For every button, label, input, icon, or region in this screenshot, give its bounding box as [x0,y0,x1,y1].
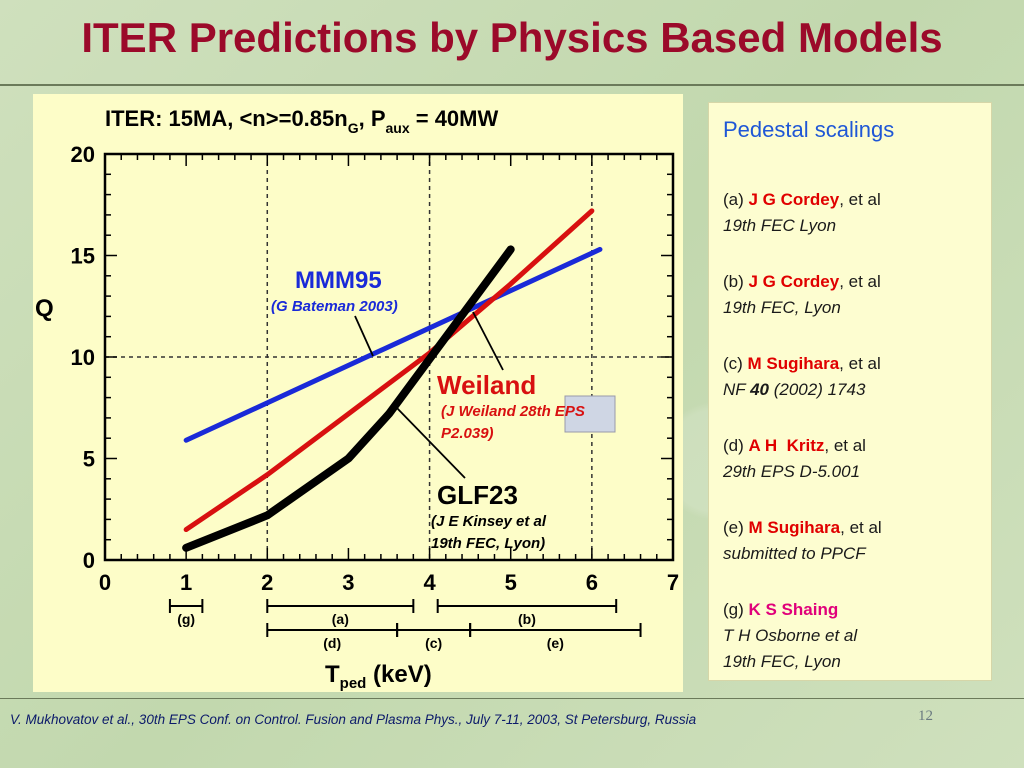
series-line-glf23 [182,245,515,552]
source-journal: NF [723,380,751,399]
reference-source: T H Osborne et al [723,626,858,645]
reference-suffix: , et al [839,190,881,209]
page-number: 12 [918,708,933,724]
reference-c: (c) M Sugihara, et al NF 40 (2002) 1743 [723,351,881,403]
citation-footer: V. Mukhovatov et al., 30th EPS Conf. on … [10,712,697,727]
range-label: (d) [323,635,341,651]
x-tick-label: 0 [99,570,111,595]
annotation-mmm95-label: MMM95 [295,267,382,294]
x-tick-label: 4 [423,570,436,595]
reference-source: 19th FEC, Lyon [723,298,841,317]
reference-tag: (g) [723,600,749,619]
x-tick-label: 1 [180,570,192,595]
reference-source: NF 40 (2002) 1743 [723,380,865,399]
annotation-weiland-note2: P2.039) [441,425,494,442]
annotations: MMM95 (G Bateman 2003) Weiland (J Weiland 2… [271,267,616,552]
reference-author: J G Cordey [748,190,840,209]
reference-tag: (c) [723,354,748,373]
references-heading: Pedestal scalings [723,117,895,142]
reference-b: (b) J G Cordey, et al 19th FEC, Lyon [723,269,881,321]
x-tick-label: 5 [505,570,517,595]
leader-line-glf23 [394,405,466,479]
leader-line-weiland [472,311,504,371]
x-tick-label: 2 [261,570,273,595]
title-divider [0,84,1024,86]
annotation-glf23-note2: 19th FEC, Lyon) [431,535,545,552]
chart-panel: 0 1 2 3 4 5 6 7 0 5 10 15 20 MMM95 (G Bateman 2003) We… [33,94,683,692]
range-label: (b) [518,611,536,627]
annotation-mmm95-note: (G Bateman 2003) [271,298,398,315]
source-pages: (2002) 1743 [769,380,866,399]
range-label: (g) [177,611,195,627]
axes-frame [103,152,675,562]
x-tick-label: 3 [342,570,354,595]
y-tick-label: 10 [71,345,95,370]
reference-suffix: , et al [824,436,866,455]
annotation-glf23-label: GLF23 [437,480,518,510]
reference-tag: (b) [723,272,749,291]
reference-source-2: 19th FEC, Lyon [723,652,841,671]
reference-g: (g) K S Shaing T H Osborne et al 19th FE… [723,597,857,675]
leader-line-mmm95 [354,315,374,357]
tick-labels: 0 1 2 3 4 5 6 7 0 5 10 15 20 [71,142,680,595]
x-axis-label: Tped (keV) [325,661,432,692]
series-line-mmm95 [183,246,603,443]
range-label: (a) [332,611,349,627]
y-axis-label: Q [35,295,54,322]
reference-suffix: , et al [839,354,881,373]
references-panel: Pedestal scalings (a) J G Cordey, et al … [708,102,992,681]
reference-d: (d) A H Kritz, et al 29th EPS D-5.001 [723,433,866,485]
y-tick-label: 20 [71,142,95,167]
reference-author: J G Cordey [748,272,840,291]
range-label: (e) [547,635,564,651]
series-lines [182,208,603,552]
reference-suffix: , et al [840,518,882,537]
reference-author: K S Shaing [748,600,839,619]
reference-lines [105,154,673,560]
x-tick-label: 6 [586,570,598,595]
reference-author: M Sugihara [747,354,840,373]
reference-tag: (d) [723,436,749,455]
weiland-patch [564,395,616,433]
footer-divider [0,698,1024,699]
pedestal-ranges: (g) (a) (b) (d) (c) (e) [168,599,642,651]
annotation-weiland-label: Weiland [437,370,536,400]
annotation-weiland-note: (J Weiland 28th EPS [441,403,585,420]
reference-tag: (a) [723,190,749,209]
source-volume: 40 [750,380,769,399]
y-tick-label: 5 [83,447,95,472]
annotation-glf23-note: (J E Kinsey et al [431,513,547,530]
reference-tag: (e) [723,518,749,537]
reference-suffix: , et al [839,272,881,291]
reference-source: 19th FEC Lyon [723,216,837,235]
reference-a: (a) J G Cordey, et al 19th FEC Lyon [723,187,881,239]
x-tick-label: 7 [667,570,679,595]
reference-e: (e) M Sugihara, et al submitted to PPCF [723,515,882,567]
q-vs-tped-chart: 0 1 2 3 4 5 6 7 0 5 10 15 20 MMM95 (G Bateman 2003) We… [35,106,680,692]
series-line-weiland [183,208,595,533]
y-tick-label: 0 [83,548,95,573]
y-tick-label: 15 [71,244,95,269]
reference-source: submitted to PPCF [723,544,866,563]
reference-author: A H Kritz [748,436,825,455]
reference-author: M Sugihara [748,518,841,537]
chart-title: ITER: 15MA, <n>=0.85nG, Paux = 40MW [105,106,498,136]
range-label: (c) [425,635,442,651]
reference-source: 29th EPS D-5.001 [723,462,861,481]
slide-title: ITER Predictions by Physics Based Models [81,14,943,61]
